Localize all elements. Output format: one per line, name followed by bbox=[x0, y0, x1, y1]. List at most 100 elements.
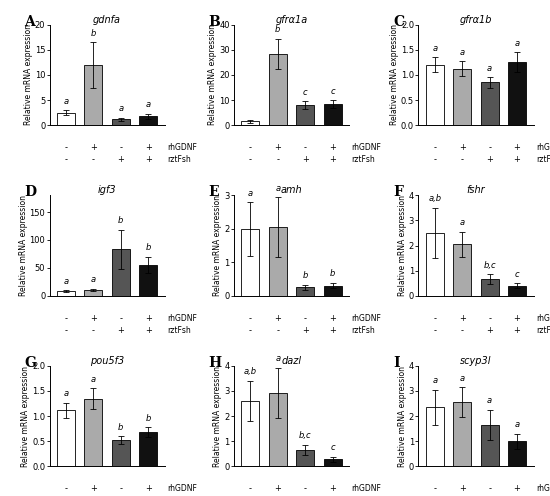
Text: rhGDNF: rhGDNF bbox=[167, 484, 197, 494]
Text: a: a bbox=[514, 39, 520, 48]
Text: a: a bbox=[63, 277, 69, 286]
Text: a: a bbox=[460, 48, 465, 57]
Text: +: + bbox=[459, 314, 466, 323]
Text: rhGDNF: rhGDNF bbox=[536, 143, 550, 152]
Text: rztFsh: rztFsh bbox=[167, 155, 191, 164]
Y-axis label: Relative mRNA expression: Relative mRNA expression bbox=[213, 195, 222, 296]
Text: -: - bbox=[276, 326, 279, 335]
Text: c: c bbox=[515, 270, 519, 279]
Bar bbox=[296, 450, 314, 466]
Bar bbox=[426, 65, 444, 125]
Text: +: + bbox=[329, 326, 336, 335]
Text: c: c bbox=[331, 443, 335, 452]
Bar bbox=[296, 105, 314, 125]
Bar bbox=[85, 290, 102, 296]
Text: rztFsh: rztFsh bbox=[351, 155, 375, 164]
Title: pou5f3: pou5f3 bbox=[90, 356, 124, 366]
Bar bbox=[139, 432, 157, 466]
Text: -: - bbox=[304, 143, 307, 152]
Text: a: a bbox=[91, 375, 96, 384]
Bar bbox=[139, 116, 157, 125]
Text: -: - bbox=[433, 484, 436, 494]
Title: gfrα1a: gfrα1a bbox=[276, 15, 307, 25]
Text: -: - bbox=[119, 314, 122, 323]
Text: a,b: a,b bbox=[244, 368, 257, 376]
Y-axis label: Relative mRNA expression: Relative mRNA expression bbox=[398, 366, 406, 467]
Text: rhGDNF: rhGDNF bbox=[536, 314, 550, 323]
Text: -: - bbox=[64, 155, 68, 164]
Text: a: a bbox=[432, 376, 437, 385]
Text: +: + bbox=[486, 155, 493, 164]
Text: -: - bbox=[249, 155, 252, 164]
Bar bbox=[57, 291, 75, 296]
Text: a: a bbox=[487, 396, 492, 405]
Text: +: + bbox=[145, 143, 152, 152]
Text: F: F bbox=[393, 186, 403, 199]
Bar bbox=[481, 82, 498, 125]
Text: rztFsh: rztFsh bbox=[536, 326, 550, 335]
Text: b: b bbox=[118, 216, 124, 225]
Text: a: a bbox=[275, 184, 280, 192]
Text: B: B bbox=[208, 15, 221, 29]
Text: b: b bbox=[118, 423, 124, 432]
Text: a: a bbox=[460, 218, 465, 227]
Text: a: a bbox=[275, 355, 280, 364]
Text: +: + bbox=[145, 326, 152, 335]
Text: a: a bbox=[63, 389, 69, 398]
Bar bbox=[241, 229, 259, 296]
Bar bbox=[453, 244, 471, 296]
Bar bbox=[139, 265, 157, 296]
Text: rhGDNF: rhGDNF bbox=[536, 484, 550, 494]
Text: +: + bbox=[329, 143, 336, 152]
Text: +: + bbox=[514, 326, 520, 335]
Title: fshr: fshr bbox=[466, 186, 485, 195]
Text: +: + bbox=[145, 484, 152, 494]
Bar bbox=[112, 249, 130, 296]
Text: -: - bbox=[488, 143, 491, 152]
Text: -: - bbox=[64, 484, 68, 494]
Text: +: + bbox=[90, 143, 97, 152]
Text: -: - bbox=[119, 484, 122, 494]
Bar bbox=[453, 402, 471, 466]
Text: +: + bbox=[145, 155, 152, 164]
Text: +: + bbox=[145, 314, 152, 323]
Text: -: - bbox=[488, 484, 491, 494]
Text: -: - bbox=[64, 143, 68, 152]
Bar bbox=[324, 459, 342, 466]
Bar bbox=[296, 287, 314, 296]
Text: H: H bbox=[208, 356, 222, 370]
Y-axis label: Relative mRNA expression: Relative mRNA expression bbox=[398, 195, 406, 296]
Text: rztFsh: rztFsh bbox=[167, 326, 191, 335]
Text: +: + bbox=[514, 155, 520, 164]
Text: -: - bbox=[276, 155, 279, 164]
Text: +: + bbox=[514, 484, 520, 494]
Text: a: a bbox=[460, 373, 465, 383]
Title: amh: amh bbox=[280, 186, 302, 195]
Text: b,c: b,c bbox=[299, 432, 311, 440]
Text: +: + bbox=[329, 314, 336, 323]
Y-axis label: Relative mRNA expression: Relative mRNA expression bbox=[19, 195, 28, 296]
Bar bbox=[453, 69, 471, 125]
Text: -: - bbox=[119, 143, 122, 152]
Text: b: b bbox=[146, 243, 151, 252]
Text: -: - bbox=[92, 326, 95, 335]
Text: b: b bbox=[146, 414, 151, 423]
Text: rhGDNF: rhGDNF bbox=[167, 143, 197, 152]
Text: D: D bbox=[24, 186, 36, 199]
Text: +: + bbox=[274, 143, 281, 152]
Text: A: A bbox=[24, 15, 35, 29]
Y-axis label: Relative mRNA expression: Relative mRNA expression bbox=[24, 24, 33, 125]
Text: +: + bbox=[117, 326, 124, 335]
Text: rztFsh: rztFsh bbox=[351, 326, 375, 335]
Text: +: + bbox=[302, 326, 309, 335]
Bar bbox=[269, 54, 287, 125]
Text: a: a bbox=[91, 275, 96, 285]
Text: -: - bbox=[461, 155, 464, 164]
Text: -: - bbox=[64, 326, 68, 335]
Text: -: - bbox=[433, 155, 436, 164]
Bar bbox=[426, 407, 444, 466]
Bar bbox=[85, 398, 102, 466]
Text: -: - bbox=[461, 326, 464, 335]
Bar bbox=[508, 62, 526, 125]
Text: +: + bbox=[274, 484, 281, 494]
